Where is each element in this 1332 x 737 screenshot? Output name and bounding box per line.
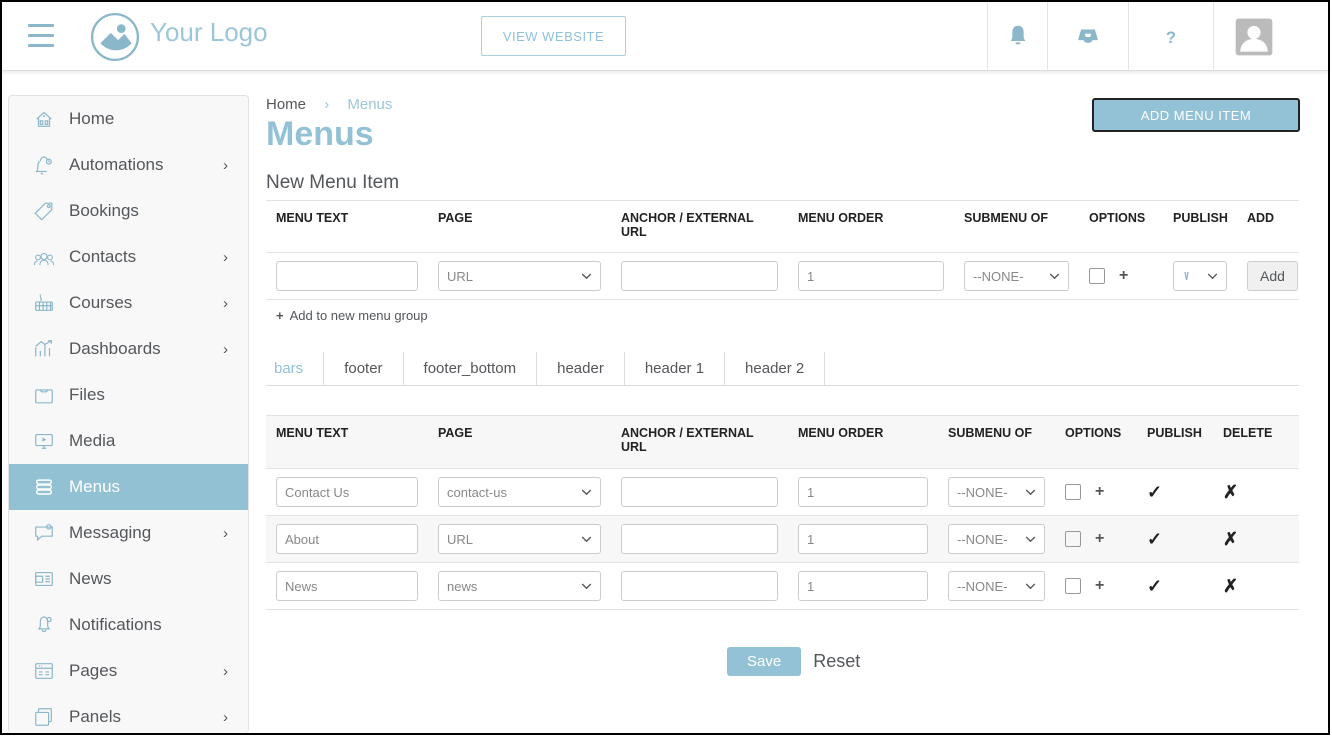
svg-text:?: ? [1166,27,1176,46]
